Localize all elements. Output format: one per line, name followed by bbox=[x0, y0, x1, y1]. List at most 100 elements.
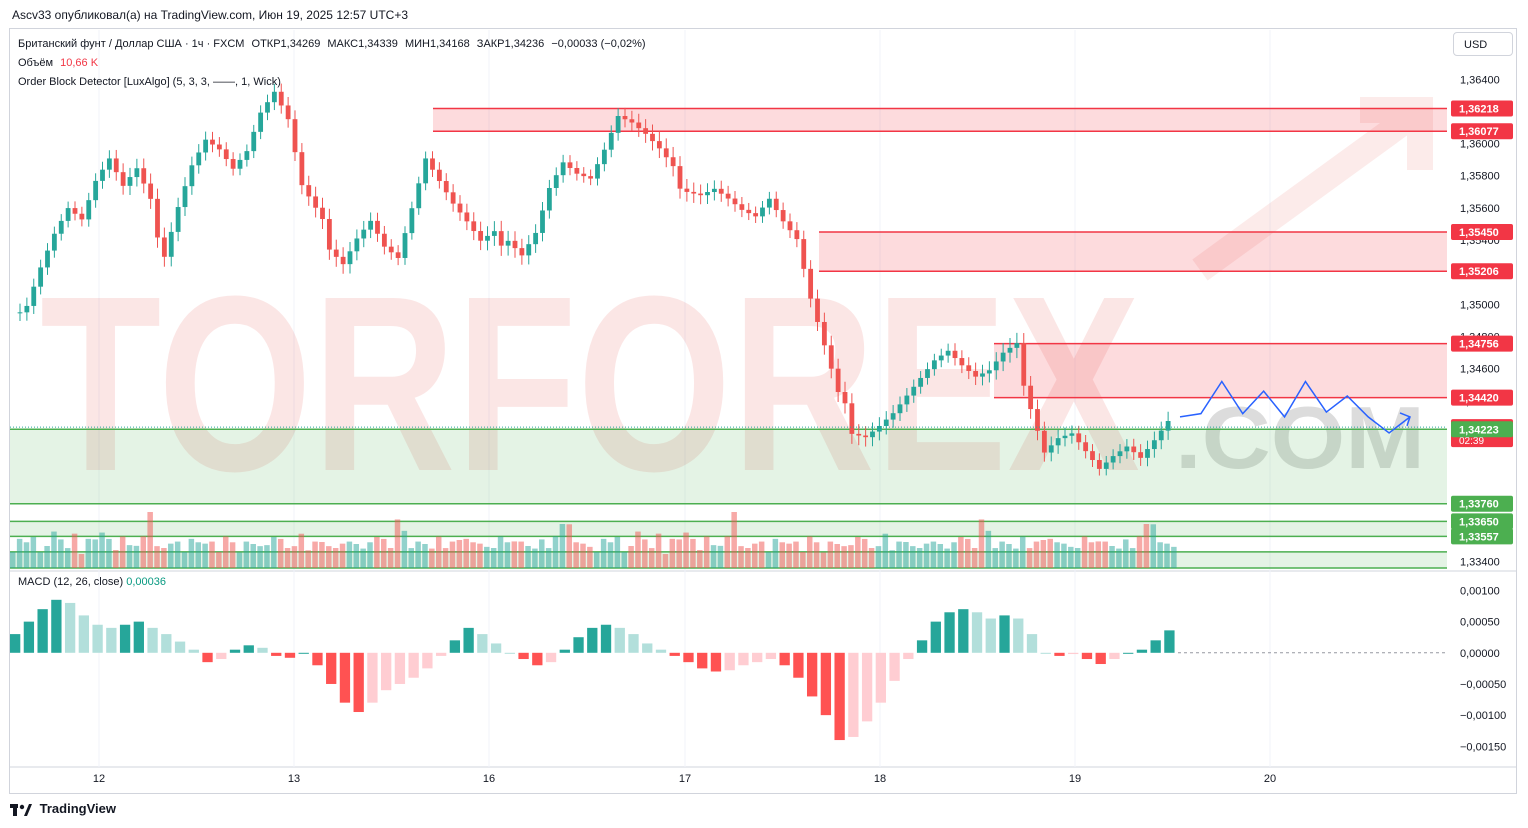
volume-bar bbox=[978, 519, 985, 568]
volume-bar bbox=[85, 538, 92, 568]
candle-body bbox=[450, 192, 456, 204]
volume-bar bbox=[738, 546, 744, 568]
candle-body bbox=[560, 162, 566, 176]
bullish-order-block bbox=[10, 429, 1447, 504]
volume-bar bbox=[1116, 548, 1122, 568]
chart-legend: Британский фунт / Доллар США · 1ч · FXCM… bbox=[18, 35, 650, 92]
macd-histogram-bar bbox=[435, 652, 447, 656]
price-label-bg bbox=[1451, 100, 1513, 117]
candle-body bbox=[210, 139, 215, 145]
macd-axis-tick: 0,00000 bbox=[1460, 648, 1500, 660]
macd-histogram-bar bbox=[271, 652, 282, 656]
volume-bar bbox=[703, 536, 710, 568]
macd-histogram-bar bbox=[174, 641, 186, 653]
indicator-legend[interactable]: Order Block Detector [LuxAlgo] (5, 3, 3,… bbox=[18, 76, 281, 88]
candle-body bbox=[1035, 409, 1040, 431]
price-label-text: 1,33760 bbox=[1459, 499, 1499, 511]
ohlc-open: ОТКР1,34269 bbox=[251, 38, 321, 50]
candle-body bbox=[1103, 462, 1109, 469]
macd-histogram-bar bbox=[999, 615, 1010, 653]
volume-bar bbox=[408, 548, 414, 568]
candle-body bbox=[876, 425, 882, 432]
price-label-text: 1,34756 bbox=[1459, 339, 1499, 351]
candle-body bbox=[24, 305, 30, 313]
macd-histogram-bar bbox=[1095, 652, 1106, 665]
candle-body bbox=[491, 231, 497, 236]
candle-body bbox=[533, 232, 539, 245]
candle-body bbox=[821, 321, 827, 346]
volume-label[interactable]: Объём bbox=[18, 57, 54, 69]
volume-bar bbox=[717, 545, 724, 568]
volume-bar bbox=[387, 548, 394, 568]
candle-body bbox=[155, 198, 160, 238]
volume-bar bbox=[779, 542, 786, 568]
macd-histogram-bar bbox=[1081, 652, 1093, 660]
volume-bar bbox=[374, 537, 380, 568]
volume-bar bbox=[161, 548, 167, 568]
published-by-line: Ascv33 опубликовал(а) на TradingView.com… bbox=[12, 8, 409, 22]
macd-histogram-bar bbox=[697, 652, 708, 669]
candle-body bbox=[464, 212, 470, 222]
currency-button[interactable]: USD bbox=[1453, 32, 1513, 56]
candle-body bbox=[650, 133, 655, 142]
volume-bar bbox=[958, 537, 964, 568]
candle-body bbox=[1055, 438, 1061, 446]
volume-bar bbox=[793, 541, 799, 568]
candle-body bbox=[904, 395, 910, 405]
candle-body bbox=[443, 181, 449, 193]
candle-body bbox=[1041, 430, 1047, 453]
candle-body bbox=[849, 403, 855, 434]
candle-body bbox=[251, 131, 257, 152]
macd-histogram-bar bbox=[1013, 618, 1024, 653]
macd-label[interactable]: MACD (12, 26, close) bbox=[18, 576, 124, 588]
candle-body bbox=[890, 413, 896, 420]
price-axis-tick: 1,34600 bbox=[1460, 364, 1500, 376]
volume-bar bbox=[587, 546, 593, 568]
candle-body bbox=[368, 220, 374, 230]
ohlc-change: −0,00033 (−0,02%) bbox=[551, 38, 646, 50]
volume-bar bbox=[903, 542, 909, 568]
macd-histogram-bar bbox=[930, 621, 941, 653]
macd-histogram-bar bbox=[394, 652, 406, 684]
price-label-text: 1,35206 bbox=[1459, 266, 1499, 278]
bearish-order-block bbox=[433, 108, 1447, 132]
candle-body bbox=[512, 240, 518, 249]
tradingview-brand: TradingView bbox=[39, 801, 116, 816]
volume-bar bbox=[559, 524, 566, 568]
volume-bar bbox=[745, 548, 751, 568]
volume-bar bbox=[532, 548, 538, 568]
volume-bar bbox=[99, 532, 105, 568]
candle-body bbox=[540, 210, 545, 233]
symbol-title[interactable]: Британский фунт / Доллар США · 1ч · FXCM bbox=[18, 38, 245, 50]
macd-histogram-bar bbox=[1164, 630, 1175, 653]
macd-histogram-bar bbox=[752, 652, 763, 663]
volume-bar bbox=[1013, 548, 1019, 568]
candle-body bbox=[718, 188, 724, 194]
volume-bar bbox=[765, 552, 772, 568]
macd-histogram-bar bbox=[37, 609, 48, 653]
candle-body bbox=[615, 116, 621, 133]
price-label-text: 1,33557 bbox=[1459, 531, 1499, 543]
volume-bar bbox=[1171, 546, 1177, 568]
volume-bar bbox=[937, 544, 944, 568]
candle-body bbox=[423, 158, 429, 184]
candle-body bbox=[271, 91, 277, 103]
price-label-bg bbox=[1451, 224, 1513, 241]
volume-bar bbox=[442, 548, 449, 568]
candle-body bbox=[986, 370, 992, 374]
volume-bar bbox=[552, 536, 559, 568]
candle-body bbox=[120, 172, 126, 186]
macd-histogram-bar bbox=[284, 652, 296, 658]
macd-histogram-bar bbox=[806, 652, 818, 697]
candle-body bbox=[436, 169, 442, 182]
macd-histogram-bar bbox=[408, 652, 419, 678]
volume-bar bbox=[264, 545, 270, 568]
projection-path bbox=[1179, 380, 1411, 434]
macd-histogram-bar bbox=[1150, 640, 1161, 653]
volume-bar bbox=[786, 543, 792, 568]
macd-axis-tick: −0,00100 bbox=[1460, 710, 1506, 722]
candle-body bbox=[725, 193, 731, 199]
tradingview-logo[interactable]: TradingView bbox=[10, 801, 116, 816]
macd-histogram-bar bbox=[1068, 652, 1079, 655]
